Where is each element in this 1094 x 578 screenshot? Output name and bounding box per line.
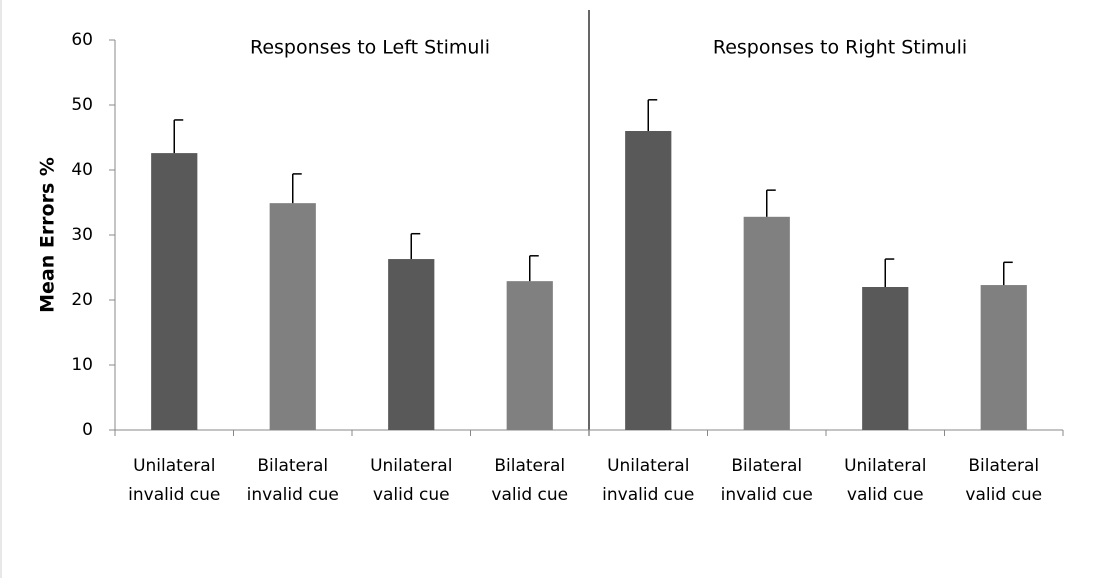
bar	[151, 153, 198, 430]
y-tick-label: 50	[71, 95, 93, 115]
x-tick-label: Unilateral	[844, 456, 926, 476]
y-tick-label: 0	[82, 420, 93, 440]
y-tick-label: 40	[71, 160, 93, 180]
bar	[743, 216, 790, 430]
bar	[388, 259, 435, 430]
x-tick-label: invalid cue	[247, 485, 339, 505]
x-tick-label: Bilateral	[494, 456, 565, 476]
x-tick-label: valid cue	[965, 485, 1042, 505]
x-tick-label: invalid cue	[602, 485, 694, 505]
x-tick-label: invalid cue	[721, 485, 813, 505]
x-tick-label: invalid cue	[128, 485, 220, 505]
bar	[506, 281, 553, 430]
x-tick-label: valid cue	[491, 485, 568, 505]
y-tick-label: 60	[71, 30, 93, 50]
y-tick-label: 30	[71, 225, 93, 245]
x-tick-label: Unilateral	[133, 456, 215, 476]
y-axis-label: Mean Errors %	[37, 157, 59, 313]
bar	[862, 287, 909, 430]
x-tick-label: valid cue	[373, 485, 450, 505]
annotation: Responses to Left Stimuli	[250, 37, 490, 59]
y-tick-label: 10	[71, 355, 93, 375]
x-tick-label: Bilateral	[257, 456, 328, 476]
y-tick-label: 20	[71, 290, 93, 310]
bar	[625, 131, 672, 430]
x-tick-label: Bilateral	[731, 456, 802, 476]
x-tick-label: Unilateral	[607, 456, 689, 476]
annotation: Responses to Right Stimuli	[713, 37, 967, 59]
bar	[269, 203, 316, 430]
x-tick-label: Unilateral	[370, 456, 452, 476]
x-tick-label: Bilateral	[968, 456, 1039, 476]
bar	[980, 285, 1027, 430]
x-tick-label: valid cue	[847, 485, 924, 505]
